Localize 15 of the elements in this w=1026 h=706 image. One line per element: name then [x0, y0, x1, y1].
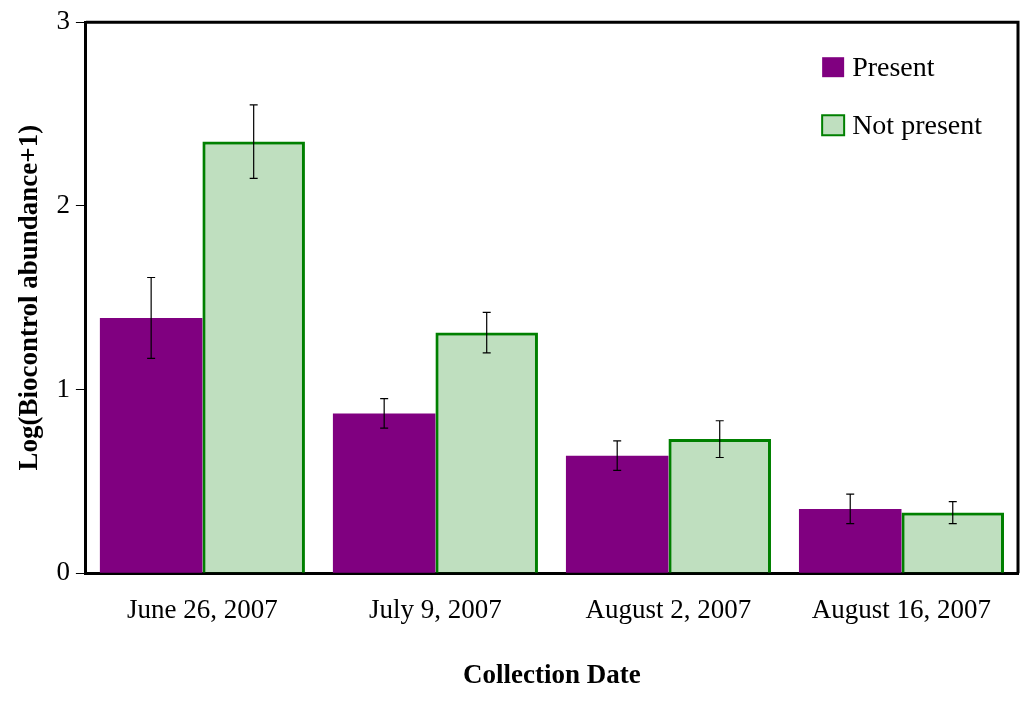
y-tick-label: 0 [56, 556, 70, 587]
x-tick-label: August 2, 2007 [585, 594, 752, 625]
bar [901, 512, 1005, 573]
y-axis-title: Log(Biocontrol abundance+1) [13, 124, 44, 471]
x-tick-label: June 26, 2007 [127, 594, 278, 625]
y-tick-label: 1 [56, 372, 70, 403]
legend-label: Present [852, 50, 935, 82]
x-tick-label: August 16, 2007 [811, 594, 992, 625]
y-tick-label: 3 [56, 5, 70, 36]
legend-label: Not present [852, 108, 983, 140]
bar [668, 439, 771, 573]
bar [435, 332, 538, 573]
x-axis-title: Collection Date [463, 658, 641, 689]
y-tick-label: 2 [56, 188, 70, 219]
x-tick-label: July 9, 2007 [369, 594, 502, 625]
